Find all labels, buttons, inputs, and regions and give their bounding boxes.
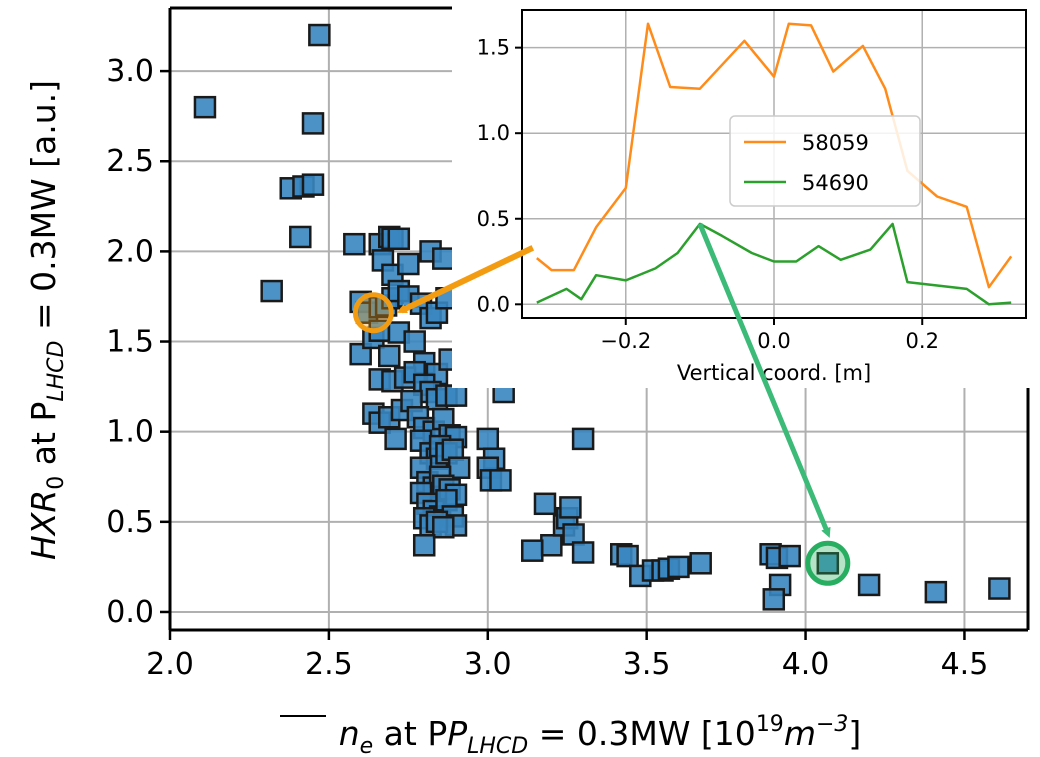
connector-arrows (396, 222, 831, 538)
x-tick-label: 3.5 (623, 647, 671, 682)
main-axis-spines (168, 6, 1030, 632)
y-tick-label: 3.0 (106, 54, 154, 89)
y-tick-label: 0.5 (106, 505, 154, 540)
y-tick-label: 1.5 (106, 325, 154, 360)
highlight-circles (352, 292, 851, 586)
data-point (489, 469, 512, 492)
inset-legend: 58059 54690 (729, 115, 921, 207)
inset-plot: −0.2 0.0 0.2 0.0 0.5 1.0 1.5 Vertical coord. … (452, 0, 1040, 388)
main-x-ticks: 2.0 2.5 3.0 3.5 4.0 4.5 (146, 630, 988, 682)
data-point (857, 573, 881, 597)
series-line-54690 (536, 222, 1012, 306)
data-point (816, 552, 840, 575)
data-point (301, 112, 325, 135)
inset-x-tick-label: −0.2 (600, 329, 651, 353)
inset-x-axis-label: Vertical coord. [m] (677, 361, 871, 385)
inset-y-tick-label: 0.0 (477, 292, 510, 316)
x-tick-label: 4.5 (941, 647, 989, 682)
data-point (432, 515, 455, 539)
data-point (476, 427, 500, 451)
arrow-54690 (697, 222, 831, 538)
x-label-text: ne at PPLHCD = 0.3MW [1019m−3] (339, 712, 862, 757)
data-point (533, 492, 557, 516)
x-tick-label: 3.0 (464, 647, 512, 682)
data-point (403, 330, 426, 353)
arrow-58059 (396, 245, 535, 314)
y-tick-label: 2.0 (106, 234, 154, 269)
data-point (988, 577, 1011, 600)
x-tick-label: 2.0 (146, 647, 194, 682)
data-point (444, 384, 468, 407)
inset-x-ticks: −0.2 0.0 0.2 (600, 318, 939, 353)
main-x-axis-label: ne at PPLHCD = 0.3MW [1019m−3] (280, 712, 861, 757)
main-y-axis-label: HXR0 at PLHCD = 0.3MW [a.u.] (24, 80, 69, 560)
data-point (343, 232, 366, 256)
y-tick-label: 2.5 (106, 144, 154, 179)
series-line-58059 (536, 22, 1013, 289)
legend-label-54690: 54690 (802, 171, 869, 195)
data-point (260, 279, 283, 303)
inset-y-tick-label: 1.0 (477, 121, 510, 145)
main-scatter-points (193, 23, 1011, 611)
data-point (667, 555, 690, 579)
data-point (387, 227, 411, 251)
inset-y-tick-label: 0.5 (477, 207, 510, 231)
data-point (559, 496, 582, 519)
y-tick-label: 1.0 (106, 415, 154, 450)
data-point (412, 534, 436, 557)
legend-label-58059: 58059 (802, 131, 869, 155)
main-y-ticks: 0.0 0.5 1.0 1.5 2.0 2.5 3.0 (106, 54, 170, 630)
data-point (301, 173, 325, 196)
data-point (571, 427, 595, 451)
data-point (616, 544, 639, 568)
data-point (689, 552, 712, 575)
inset-y-ticks: 0.0 0.5 1.0 1.5 (477, 36, 522, 316)
data-point (384, 427, 407, 451)
data-point (521, 539, 544, 562)
x-tick-label: 4.0 (782, 647, 830, 682)
data-point (778, 544, 801, 568)
highlight-circle-54690 (805, 540, 851, 586)
data-point (924, 580, 948, 604)
inset-x-tick-label: 0.0 (757, 329, 790, 353)
inset-series-lines (536, 22, 1013, 306)
data-point (540, 534, 563, 557)
y-label-text: HXR0 at PLHCD = 0.3MW [a.u.] (24, 80, 69, 560)
data-point (308, 23, 331, 47)
data-point (378, 344, 401, 368)
highlight-circle-58059 (352, 292, 394, 334)
data-point (762, 588, 786, 611)
y-tick-label: 0.0 (106, 595, 154, 630)
inset-y-tick-label: 1.5 (477, 36, 510, 60)
legend-box (729, 115, 921, 207)
data-point (571, 541, 595, 564)
data-point (397, 252, 420, 276)
data-point (289, 225, 312, 249)
inset-x-tick-label: 0.2 (906, 329, 939, 353)
data-point (193, 95, 217, 119)
x-tick-label: 2.5 (305, 647, 353, 682)
data-point (432, 247, 455, 270)
